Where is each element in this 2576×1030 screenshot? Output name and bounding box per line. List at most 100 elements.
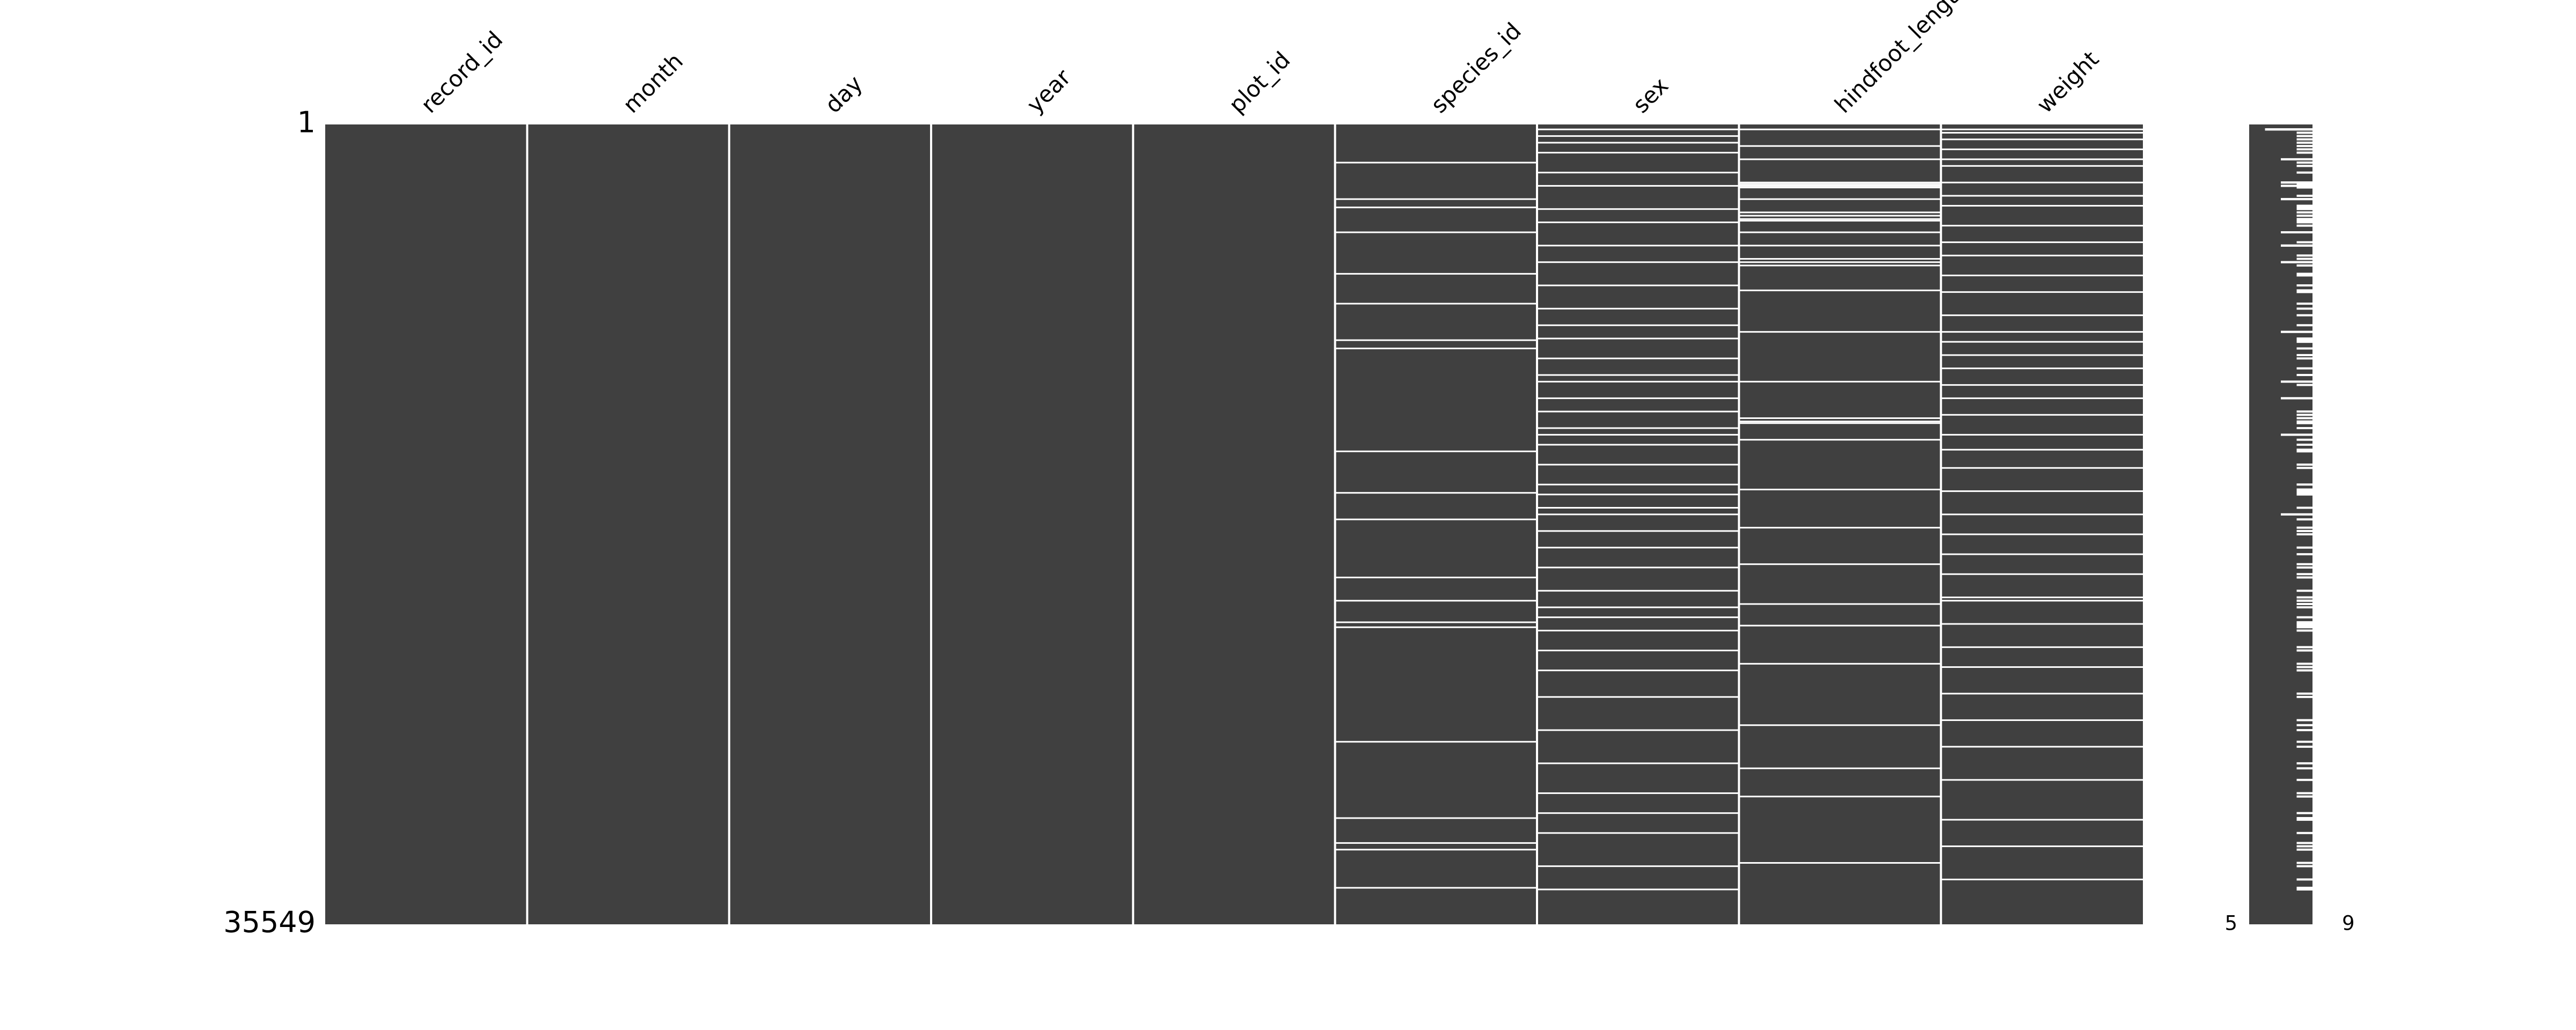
missing-row xyxy=(1537,729,1739,731)
missing-row xyxy=(1941,490,2143,492)
missing-row xyxy=(1537,208,1739,210)
sparkline-notch xyxy=(2296,339,2312,342)
sparkline-notch xyxy=(2281,181,2312,184)
column-label: record_id xyxy=(416,26,508,118)
missing-row xyxy=(1739,488,1941,490)
missing-row xyxy=(1941,666,2143,668)
column xyxy=(1941,124,2143,924)
missing-row xyxy=(1739,767,1941,769)
column-label: day xyxy=(819,70,867,118)
missing-row xyxy=(1335,817,1537,819)
missing-row xyxy=(1941,414,2143,416)
sparkline-notch xyxy=(2296,135,2312,137)
sparkline-notch xyxy=(2296,467,2312,469)
sparkline-notch xyxy=(2296,254,2312,257)
sparkline-notch xyxy=(2281,231,2312,234)
missing-row xyxy=(1739,724,1941,726)
sparkline-notch xyxy=(2296,490,2312,492)
missing-row xyxy=(1537,483,1739,485)
missing-row xyxy=(1335,576,1537,578)
sparkline-notch xyxy=(2296,186,2312,189)
sparkline-notch xyxy=(2296,624,2312,627)
column-separator xyxy=(1132,124,1135,924)
missing-row xyxy=(1537,629,1739,631)
missing-row xyxy=(1537,185,1739,187)
missing-row xyxy=(1941,241,2143,244)
sparkline-notch xyxy=(2296,842,2312,844)
missing-row xyxy=(1335,273,1537,275)
missing-row xyxy=(1335,339,1537,341)
column-separator xyxy=(728,124,730,924)
sparkline-notch xyxy=(2296,314,2312,317)
sparkline-notch xyxy=(2296,171,2312,174)
sparkline-notch xyxy=(2296,464,2312,466)
column-label: plot_id xyxy=(1224,47,1296,119)
sparkline-notch xyxy=(2296,410,2312,413)
sparkline-notch xyxy=(2296,241,2312,244)
missing-row xyxy=(1537,762,1739,764)
missing-row xyxy=(1941,573,2143,575)
missing-row xyxy=(1941,553,2143,555)
missing-row xyxy=(1739,187,1941,189)
missing-row xyxy=(1941,331,2143,333)
missing-row xyxy=(1537,530,1739,532)
missing-row xyxy=(1537,888,1739,891)
sparkline-notch xyxy=(2296,596,2312,599)
missing-row xyxy=(1941,158,2143,160)
column xyxy=(729,124,931,924)
sparkline-notch xyxy=(2296,762,2312,764)
missing-row xyxy=(1537,812,1739,814)
missing-row xyxy=(1335,741,1537,743)
missing-row xyxy=(1537,670,1739,672)
sparkline-notch xyxy=(2296,602,2312,605)
missing-row xyxy=(1537,135,1739,137)
missing-row xyxy=(1941,467,2143,469)
missing-row xyxy=(1537,832,1739,834)
missing-row xyxy=(1941,433,2143,436)
missing-row xyxy=(1739,331,1941,333)
sparkline-notch xyxy=(2296,450,2312,453)
missing-row xyxy=(1537,128,1739,130)
column xyxy=(1133,124,1335,924)
sparkline-notch xyxy=(2296,553,2312,556)
missing-row xyxy=(1739,231,1941,233)
sparkline-notch xyxy=(2296,307,2312,310)
missing-row xyxy=(1739,380,1941,382)
missing-row xyxy=(1941,148,2143,150)
sparkline-notch xyxy=(2296,357,2312,360)
missing-row xyxy=(1537,616,1739,619)
missing-row xyxy=(1739,862,1941,864)
missing-row xyxy=(1941,128,2143,130)
missing-row xyxy=(1537,357,1739,359)
sparkline-notch xyxy=(2296,566,2312,569)
missing-row xyxy=(1941,779,2143,781)
sparkline-notch xyxy=(2296,888,2312,891)
missing-row xyxy=(1537,427,1739,429)
missing-row xyxy=(1335,161,1537,164)
sparkline-min-label: 5 xyxy=(2224,912,2237,935)
sparkline-notch xyxy=(2296,767,2312,770)
missing-row xyxy=(1537,547,1739,549)
y-tick-label: 35549 xyxy=(223,906,316,939)
missing-row xyxy=(1335,492,1537,494)
sparkline-notch xyxy=(2296,819,2312,821)
missing-row xyxy=(1537,410,1739,413)
sparkline-notch xyxy=(2296,878,2312,881)
missing-row xyxy=(1739,261,1941,263)
column-separator xyxy=(1334,124,1336,924)
sparkline-notch xyxy=(2296,740,2312,743)
missing-row xyxy=(1941,291,2143,293)
missing-row xyxy=(1739,421,1941,423)
missing-row xyxy=(1537,433,1739,436)
missing-row xyxy=(1537,566,1739,569)
sparkline-notch xyxy=(2296,599,2312,602)
sparkline-notch xyxy=(2296,303,2312,305)
sparkline-notch xyxy=(2296,414,2312,416)
missing-row xyxy=(1739,422,1941,424)
missing-row xyxy=(1335,518,1537,520)
sparkline-notch xyxy=(2296,621,2312,623)
missing-row xyxy=(1941,719,2143,721)
missing-row xyxy=(1739,211,1941,214)
column-label: species_id xyxy=(1425,18,1526,119)
